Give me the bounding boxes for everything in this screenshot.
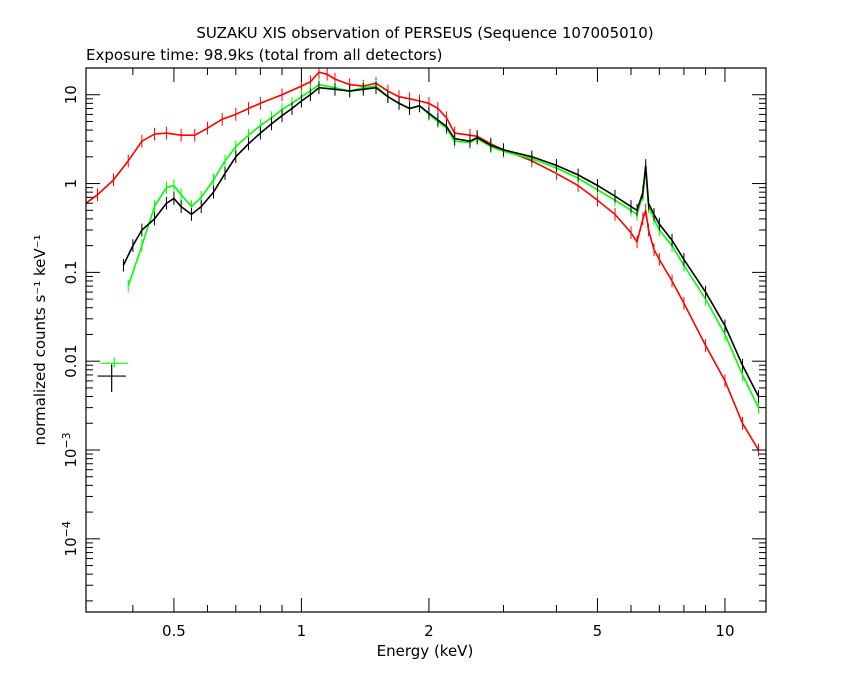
series-0: [86, 68, 760, 457]
x-tick-labels: 0.5 1 2 5 10: [162, 622, 735, 640]
chart-subtitle: Exposure time: 98.9ks (total from all de…: [86, 46, 442, 64]
x-tick-label: 2: [424, 622, 434, 640]
y-tick-labels: 10 1 0.1 0.01 10−3 10−4: [60, 85, 80, 556]
series-line: [127, 83, 760, 408]
error-cross-1: [97, 364, 126, 392]
y-tick-label: 1: [62, 179, 80, 189]
annotation-layer: [97, 357, 129, 392]
y-tick-label: 10: [62, 85, 80, 104]
series-layer: [86, 68, 760, 457]
chart-title: SUZAKU XIS observation of PERSEUS (Seque…: [196, 24, 653, 42]
x-axis-label: Energy (keV): [377, 642, 474, 660]
y-tick-label: 10−4: [60, 521, 80, 556]
y-tick-label: 0.1: [62, 260, 80, 284]
plot-frame: [85, 67, 767, 613]
x-tick-label: 10: [715, 622, 734, 640]
series-2: [122, 81, 760, 403]
axis-ticks: [86, 67, 766, 612]
x-tick-label: 5: [593, 622, 603, 640]
series-1: [127, 78, 760, 415]
y-tick-label: 10−3: [60, 432, 80, 467]
series-line: [122, 86, 760, 397]
x-tick-label: 0.5: [162, 622, 186, 640]
x-tick-label: 1: [297, 622, 307, 640]
series-line: [86, 71, 760, 451]
y-axis-label: normalized counts s⁻¹ keV⁻¹: [31, 234, 49, 445]
y-tick-label: 0.01: [62, 344, 80, 377]
error-cross-0: [100, 357, 129, 368]
